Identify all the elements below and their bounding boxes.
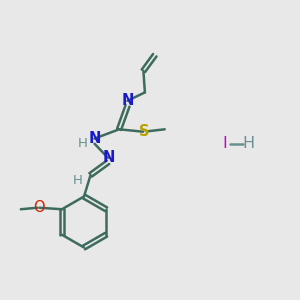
Text: S: S <box>139 124 150 139</box>
Text: H: H <box>78 137 88 150</box>
Text: H: H <box>73 174 83 188</box>
Text: N: N <box>88 131 101 146</box>
Text: N: N <box>102 150 115 165</box>
Text: H: H <box>242 136 254 152</box>
Text: O: O <box>34 200 45 215</box>
Text: I: I <box>223 136 227 152</box>
Text: N: N <box>121 93 134 108</box>
